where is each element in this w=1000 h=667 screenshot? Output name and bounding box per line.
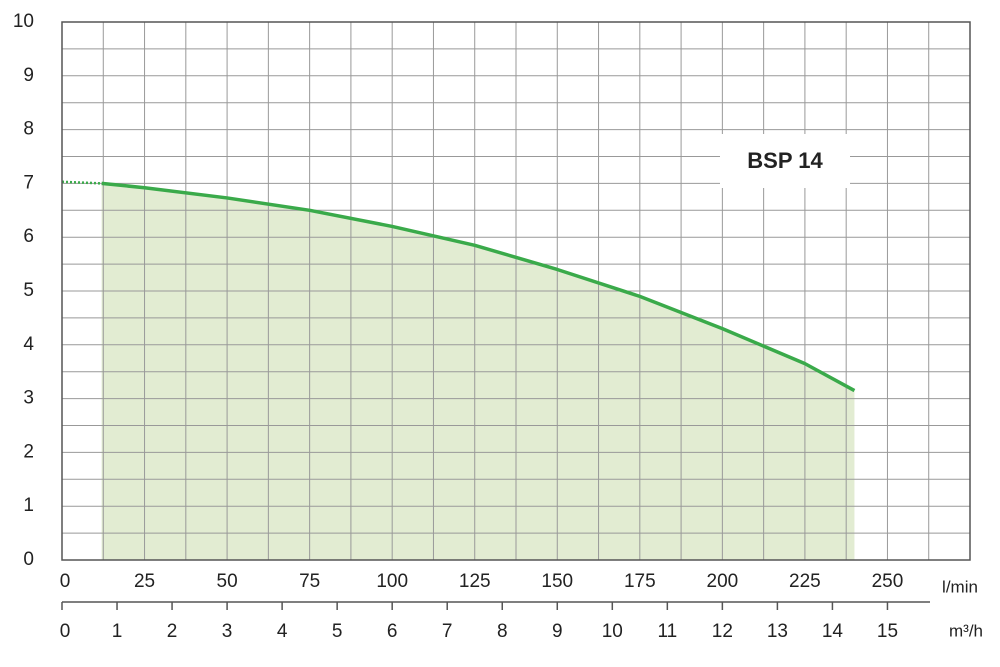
x-tick-label: 75: [299, 571, 320, 592]
x-tick-label: 50: [217, 571, 238, 592]
y-tick-label: 10: [13, 11, 34, 32]
y-tick-label: 3: [23, 388, 34, 409]
x-tick-label: 175: [624, 571, 656, 592]
y-tick-label: 2: [23, 441, 34, 462]
y-tick-label: 6: [23, 226, 34, 247]
grid: [61, 21, 971, 561]
y-tick-label: 9: [23, 65, 34, 86]
y-tick-label: 5: [23, 280, 34, 301]
x-tick-label: 25: [134, 571, 155, 592]
x2-tick-label: 2: [167, 621, 178, 642]
y-tick-label: 7: [23, 172, 34, 193]
curve: [101, 181, 856, 393]
y-tick-label: 8: [23, 119, 34, 140]
x-tick-label: 225: [789, 571, 821, 592]
x2-tick-label: 15: [877, 621, 898, 642]
plot-frame: [61, 21, 971, 561]
x2-tick-label: 14: [822, 621, 844, 642]
x2-tick-label: 3: [222, 621, 233, 642]
x-tick-label: 100: [376, 571, 408, 592]
x2-tick-label: 13: [767, 621, 788, 642]
x-tick-label: 0: [60, 571, 71, 592]
x2-tick-label: 11: [657, 621, 677, 642]
x2-axis-label: m³/h: [949, 621, 983, 640]
x-tick-label: 125: [459, 571, 491, 592]
x-tick-label: 150: [541, 571, 573, 592]
x2-tick-label: 5: [332, 621, 343, 642]
y-tick-label: 4: [23, 334, 34, 355]
x-tick-label: 250: [872, 571, 904, 592]
x2-tick-label: 4: [277, 621, 288, 642]
x2-tick-label: 7: [442, 621, 453, 642]
x2-tick-label: 12: [712, 621, 733, 642]
y-tick-label: 1: [23, 495, 34, 516]
x2-tick-label: 1: [112, 621, 123, 642]
x-tick-label: 200: [707, 571, 739, 592]
annotation: BSP 14: [747, 148, 823, 173]
x2-tick-label: 10: [602, 621, 623, 642]
annotation-box: [720, 134, 850, 188]
marks: [61, 180, 856, 393]
dotted-curve: [61, 180, 102, 185]
x2-tick-label: 9: [552, 621, 563, 642]
x2-tick-label: 6: [387, 621, 398, 642]
x2-tick-label: 0: [60, 621, 71, 642]
x-axis-label: l/min: [942, 577, 978, 596]
x2-tick-label: 8: [497, 621, 508, 642]
y-tick-label: 0: [23, 549, 34, 570]
